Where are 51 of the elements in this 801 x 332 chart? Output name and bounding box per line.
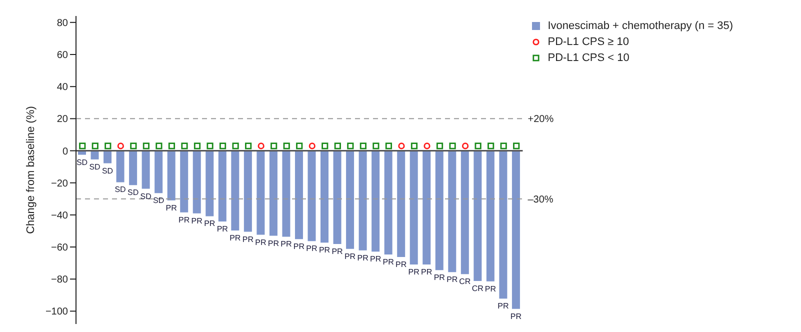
data-label: PR <box>204 219 216 228</box>
data-label: PR <box>510 312 522 321</box>
data-label: SD <box>76 158 88 167</box>
data-label: SD <box>140 192 152 201</box>
data-label: PR <box>191 216 203 226</box>
y-tick-label: −20 <box>51 178 68 190</box>
y-tick-label: −100 <box>45 306 68 318</box>
legend-label: PD-L1 CPS ≥ 10 <box>548 35 629 50</box>
y-tick-label: 40 <box>56 82 68 94</box>
y-tick-label: 80 <box>56 18 68 29</box>
data-label: CR <box>472 284 484 294</box>
y-tick-label: 60 <box>56 50 68 62</box>
data-label: SD <box>153 196 164 206</box>
data-label: PR <box>242 234 254 244</box>
data-label: PR <box>396 260 407 269</box>
data-label: PR <box>255 238 266 247</box>
data-label: SD <box>102 166 114 176</box>
data-label: PR <box>421 267 432 276</box>
data-label: PR <box>357 253 369 262</box>
data-label: SD <box>127 188 139 198</box>
y-tick-label: −60 <box>51 242 68 254</box>
data-label: PR <box>318 246 330 255</box>
data-label: PR <box>166 203 178 212</box>
data-label: PR <box>268 238 280 248</box>
y-axis-title: Change from baseline (%) <box>24 106 37 234</box>
data-label: PR <box>484 284 496 294</box>
data-label: PR <box>230 233 241 242</box>
data-label: PR <box>408 267 420 276</box>
data-label: SD <box>114 185 126 194</box>
legend-label: PD-L1 CPS < 10 <box>548 51 630 66</box>
data-label: PR <box>434 273 446 282</box>
y-tick-label: 20 <box>56 114 68 126</box>
data-label: PR <box>498 302 509 311</box>
data-label: SD <box>89 162 101 172</box>
y-tick-label: 0 <box>62 146 68 158</box>
data-label: PR <box>178 215 190 224</box>
y-tick-label: −80 <box>51 274 68 286</box>
data-label: PR <box>306 244 318 254</box>
data-label: CR <box>459 277 471 286</box>
y-tick-label: −40 <box>51 210 68 222</box>
data-label: PR <box>332 246 344 256</box>
ref-line-label: –30% <box>528 194 554 206</box>
legend-label: Ivonescimab + chemotherapy (n = 35) <box>548 19 733 34</box>
data-label: PR <box>293 242 305 252</box>
ref-line-label: +20% <box>528 114 554 126</box>
data-label: PR <box>216 224 228 234</box>
data-label: PR <box>382 258 394 267</box>
data-label: PR <box>344 252 356 261</box>
data-label: PR <box>446 275 458 284</box>
data-label: PR <box>370 254 382 264</box>
data-label: PR <box>280 240 292 249</box>
